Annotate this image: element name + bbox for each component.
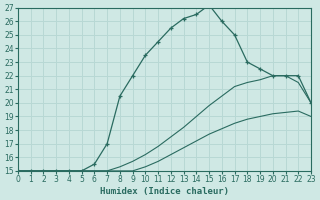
X-axis label: Humidex (Indice chaleur): Humidex (Indice chaleur) — [100, 187, 229, 196]
